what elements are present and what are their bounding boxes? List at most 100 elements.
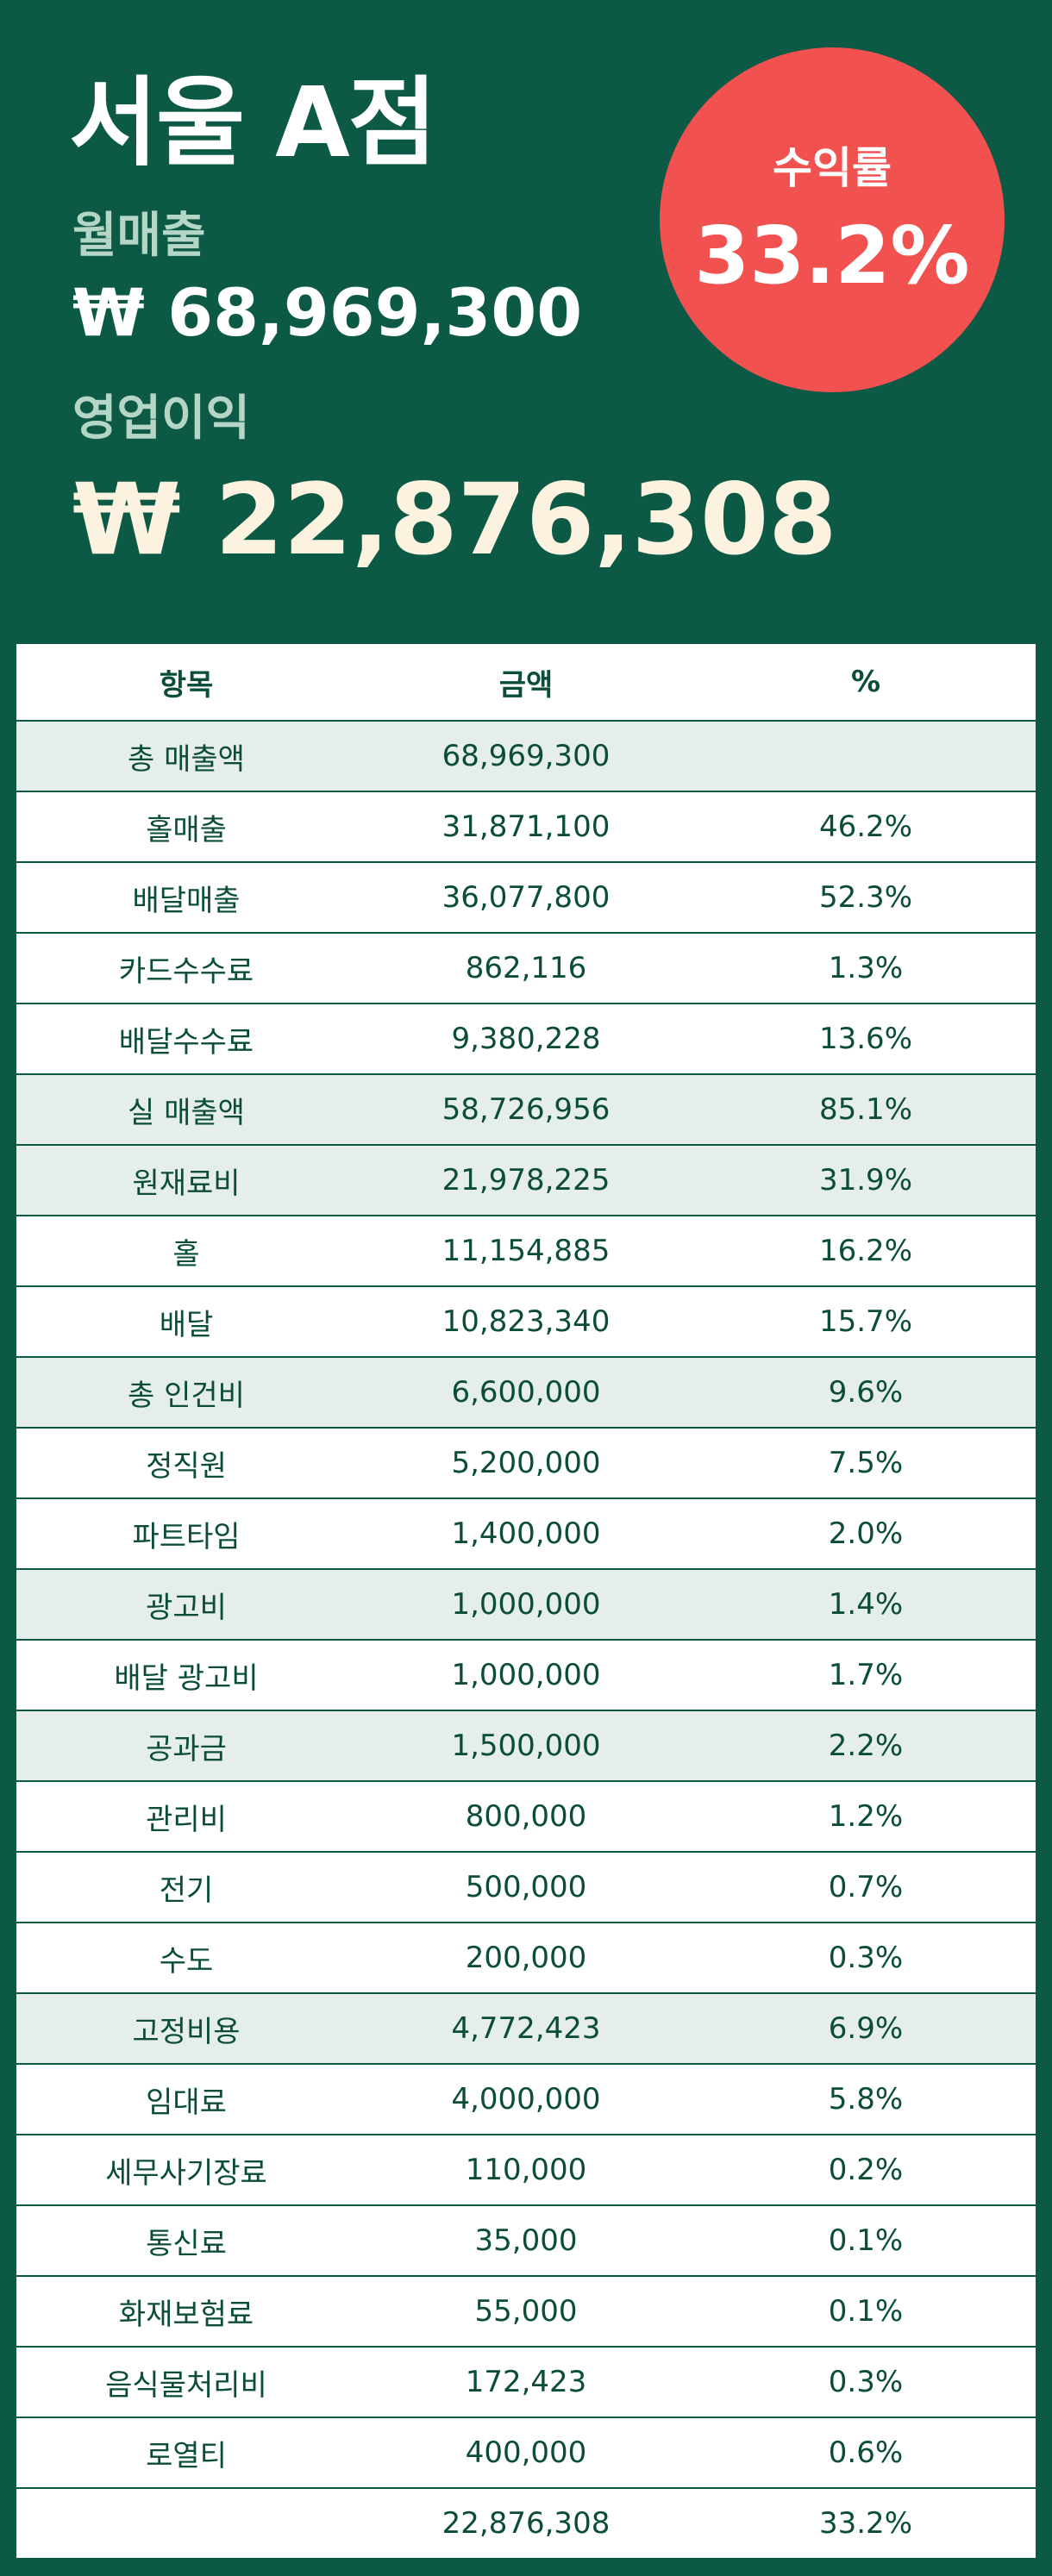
table-cell: 0.3%: [828, 2365, 904, 2399]
table-row: 관리비 800,000 1.2%: [16, 1780, 1036, 1851]
table-row: 홀매출 31,871,100 46.2%: [16, 791, 1036, 861]
table-row: 실 매출액 58,726,956 85.1%: [16, 1073, 1036, 1144]
table-row: 원재료비 21,978,225 31.9%: [16, 1144, 1036, 1215]
table-cell: 광고비: [146, 1590, 227, 1625]
table-cell: 5,200,000: [451, 1446, 601, 1480]
table-header: 항목 금액%: [16, 644, 1036, 720]
table-cell: 홀: [172, 1236, 200, 1272]
table-cell: 5.8%: [828, 2082, 904, 2116]
table-row: 로열티 400,000 0.6%: [16, 2417, 1036, 2487]
column-header: 금액: [498, 667, 554, 703]
table-cell: 임대료: [146, 2085, 227, 2120]
table-row: 통신료 35,000 0.1%: [16, 2204, 1036, 2275]
table-cell: 11,154,885: [441, 1234, 611, 1268]
table-cell: 정직원: [146, 1448, 227, 1484]
table-cell: 홀매출: [146, 812, 227, 847]
table-cell: 배달: [159, 1307, 214, 1342]
table-cell: 1.2%: [828, 1799, 904, 1834]
table-cell: 세무사기장료: [105, 2155, 267, 2191]
badge-value: 33.2%: [694, 209, 970, 302]
pl-table: 항목 금액% 총 매출액 68,969,300 홀매출 31,871,100 46.2% 배달…: [16, 644, 1036, 2558]
table-row: 카드수수료 862,116 1.3%: [16, 932, 1036, 1003]
table-row: 세무사기장료 110,000 0.2%: [16, 2134, 1036, 2204]
table-cell: 22,876,308: [441, 2506, 611, 2541]
table-row: 공과금 1,500,000 2.2%: [16, 1710, 1036, 1780]
table-cell: 파트타임: [132, 1519, 241, 1554]
store-title: 서울 A점: [69, 67, 437, 179]
table-cell: 0.3%: [828, 1941, 904, 1975]
table-cell: 고정비용: [132, 2014, 241, 2049]
table-row: 배달 10,823,340 15.7%: [16, 1285, 1036, 1356]
table-cell: 1,000,000: [451, 1658, 601, 1692]
table-cell: 6.9%: [828, 2011, 904, 2046]
table-row: 정직원 5,200,000 7.5%: [16, 1427, 1036, 1497]
table-cell: 58,726,956: [441, 1092, 611, 1127]
table-row: 홀 11,154,885 16.2%: [16, 1215, 1036, 1285]
table-row: 화재보험료 55,000 0.1%: [16, 2275, 1036, 2346]
table-row: 음식물처리비 172,423 0.3%: [16, 2346, 1036, 2417]
table-cell: 7.5%: [828, 1446, 904, 1480]
sales-value: ₩ 68,969,300: [72, 274, 583, 351]
table-cell: 16.2%: [818, 1234, 912, 1268]
table-cell: 31.9%: [818, 1163, 912, 1197]
table-cell: 35,000: [474, 2223, 578, 2258]
table-row: 배달매출 36,077,800 52.3%: [16, 861, 1036, 932]
table-row: 고정비용 4,772,423 6.9%: [16, 1992, 1036, 2063]
profit-value: ₩ 22,876,308: [72, 462, 837, 577]
table-cell: 1,000,000: [451, 1587, 601, 1622]
table-cell: 1,500,000: [451, 1729, 601, 1763]
table-row: 전기 500,000 0.7%: [16, 1851, 1036, 1922]
table-cell: 31,871,100: [441, 810, 611, 844]
table-cell: 500,000: [465, 1870, 587, 1904]
table-cell: 0.2%: [828, 2153, 904, 2187]
table-row: 광고비 1,000,000 1.4%: [16, 1568, 1036, 1639]
table-cell: 0.1%: [828, 2294, 904, 2329]
table-cell: 172,423: [465, 2365, 587, 2399]
table-cell: 52.3%: [818, 880, 912, 915]
sales-label: 월매출: [72, 208, 206, 264]
table-cell: 862,116: [465, 951, 587, 985]
table-cell: 화재보험료: [118, 2297, 254, 2332]
table-cell: 10,823,340: [441, 1304, 611, 1339]
table-cell: 음식물처리비: [105, 2367, 267, 2403]
table-cell: 4,772,423: [451, 2011, 601, 2046]
table-cell: 21,978,225: [441, 1163, 611, 1197]
table-cell: 200,000: [465, 1941, 587, 1975]
table-cell: 55,000: [474, 2294, 578, 2329]
table-row: 임대료 4,000,000 5.8%: [16, 2063, 1036, 2134]
column-header: 항목: [159, 667, 214, 703]
table-cell: 6,600,000: [451, 1375, 601, 1410]
table-cell: 9.6%: [828, 1375, 904, 1410]
table-cell: 총 인건비: [128, 1378, 245, 1413]
margin-badge: 수익률 33.2%: [660, 47, 1005, 392]
table-row: 배달 광고비 1,000,000 1.7%: [16, 1639, 1036, 1710]
column-header: %: [850, 665, 881, 699]
table-cell: 1,400,000: [451, 1516, 601, 1551]
table-cell: 9,380,228: [451, 1022, 601, 1056]
profit-label: 영업이익: [72, 391, 251, 447]
table-cell: 배달매출: [132, 883, 241, 918]
table-cell: 85.1%: [818, 1092, 912, 1127]
table-cell: 36,077,800: [441, 880, 611, 915]
table-cell: 0.7%: [828, 1870, 904, 1904]
table-cell: 0.6%: [828, 2435, 904, 2470]
table-row: 총 매출액 68,969,300: [16, 720, 1036, 791]
table-row: 수도 200,000 0.3%: [16, 1922, 1036, 1992]
table-row: 배달수수료 9,380,228 13.6%: [16, 1003, 1036, 1073]
table-cell: 46.2%: [818, 810, 912, 844]
badge-label: 수익률: [773, 143, 892, 193]
table-cell: 33.2%: [818, 2506, 912, 2541]
table-cell: 110,000: [465, 2153, 587, 2187]
table-cell: 400,000: [465, 2435, 587, 2470]
table-cell: 4,000,000: [451, 2082, 601, 2116]
table-row: 총 인건비 6,600,000 9.6%: [16, 1356, 1036, 1427]
table-cell: 총 매출액: [128, 741, 245, 777]
table-cell: 1.3%: [828, 951, 904, 985]
table-cell: 0.1%: [828, 2223, 904, 2258]
table-cell: 전기: [159, 1873, 214, 1908]
table-cell: 원재료비: [132, 1166, 241, 1201]
table-row: 22,876,308 33.2%: [16, 2487, 1036, 2558]
table-cell: 공과금: [146, 1731, 227, 1766]
table-cell: 800,000: [465, 1799, 587, 1834]
